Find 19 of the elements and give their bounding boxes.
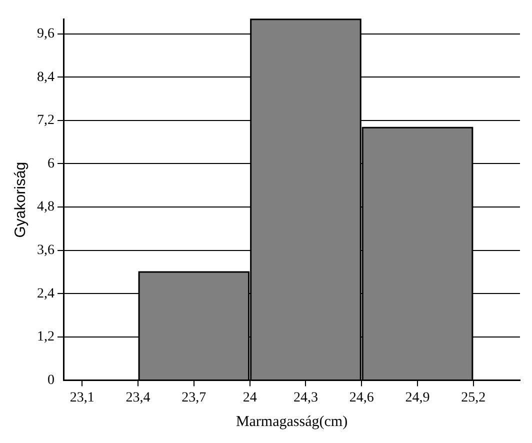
y-tick-label: 7,2 <box>37 113 54 128</box>
x-tick-label: 24,9 <box>405 390 430 406</box>
y-tick-label: 0 <box>48 372 54 388</box>
x-tick-label: 23,1 <box>70 390 94 406</box>
x-tick-label: 23,7 <box>182 390 206 406</box>
y-tick-label: 2,4 <box>37 286 54 302</box>
x-axis-title: Marmagasság(cm) <box>236 414 348 430</box>
x-tick-label: 23,4 <box>126 390 150 406</box>
x-tick-label: 24 <box>242 390 257 406</box>
x-tick-label: 25,2 <box>461 390 486 406</box>
y-tick-label: 1,2 <box>37 330 54 345</box>
y-tick-label: 9,6 <box>37 26 54 42</box>
y-tick-label: 4,8 <box>37 200 54 215</box>
x-tick-label: 24,6 <box>349 390 374 406</box>
y-tick-label: 6 <box>48 156 54 172</box>
x-tick-label: 24,3 <box>293 390 318 406</box>
y-axis-title: Gyakoriság <box>12 162 30 238</box>
y-tick-label: 8,4 <box>37 70 54 85</box>
y-tick-label: 3,6 <box>37 242 54 258</box>
